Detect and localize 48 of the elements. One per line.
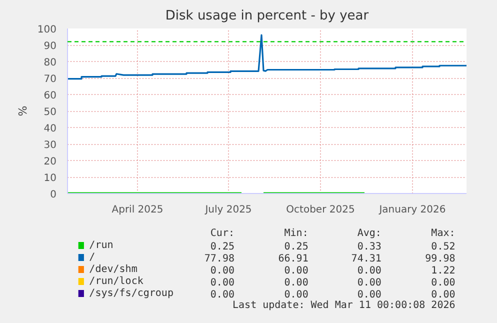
text: 0.52	[431, 242, 456, 252]
legend-label: /run/lock	[89, 276, 144, 287]
x-tick-label: April 2025	[112, 204, 164, 216]
legend-label: /dev/shm	[89, 264, 138, 275]
text: 0.00	[357, 278, 382, 288]
y-tick-label: 30	[44, 140, 57, 151]
legend-label: /	[89, 252, 96, 263]
text: 74.31	[351, 254, 382, 264]
x-tick-label: January 2026	[378, 204, 446, 216]
text: 0.25	[210, 242, 234, 252]
legend-label: /run	[89, 240, 114, 251]
text: Min:	[284, 228, 308, 239]
text: Cur:	[210, 228, 234, 239]
text: 0.00	[357, 266, 382, 276]
text: 0.00	[210, 278, 234, 288]
text: 0.00	[431, 290, 456, 300]
text: Avg:	[357, 228, 382, 239]
text: 0.00	[210, 290, 234, 300]
y-tick-label: 10	[44, 173, 57, 184]
text: Max:	[431, 228, 456, 239]
text: 99.98	[425, 254, 456, 264]
y-tick-label: 50	[44, 107, 57, 118]
x-tick-label: July 2025	[204, 204, 252, 216]
line-series	[68, 34, 466, 80]
text: Last update: Wed Mar 11 00:00:08 2026	[232, 300, 456, 311]
text: 0.00	[357, 290, 382, 300]
text: 66.91	[278, 254, 308, 264]
text: 0.00	[431, 278, 456, 288]
text: 77.98	[204, 254, 234, 264]
y-tick-label: 80	[44, 58, 57, 68]
y-tick-label: 60	[44, 90, 57, 102]
x-tick-label: October 2025	[286, 204, 355, 216]
y-tick-label: 20	[44, 156, 57, 168]
text: 0.33	[357, 242, 382, 252]
text: 1.22	[431, 266, 456, 276]
y-tick-label: 70	[44, 74, 57, 85]
text: 0.00	[284, 278, 308, 288]
y-tick-label: 0	[50, 190, 57, 200]
text: 0.00	[210, 266, 234, 276]
chart-title: Disk usage in percent - by year	[165, 8, 370, 24]
legend-label: /sys/fs/cgroup	[89, 288, 174, 299]
text: 0.00	[284, 290, 308, 300]
y-tick-label: 40	[44, 124, 57, 134]
text: 0.00	[284, 266, 308, 276]
y-tick-label: 100	[37, 24, 57, 36]
y-tick-label: 90	[44, 41, 57, 52]
y-axis-title: %	[16, 106, 30, 116]
text: 0.25	[284, 242, 308, 252]
